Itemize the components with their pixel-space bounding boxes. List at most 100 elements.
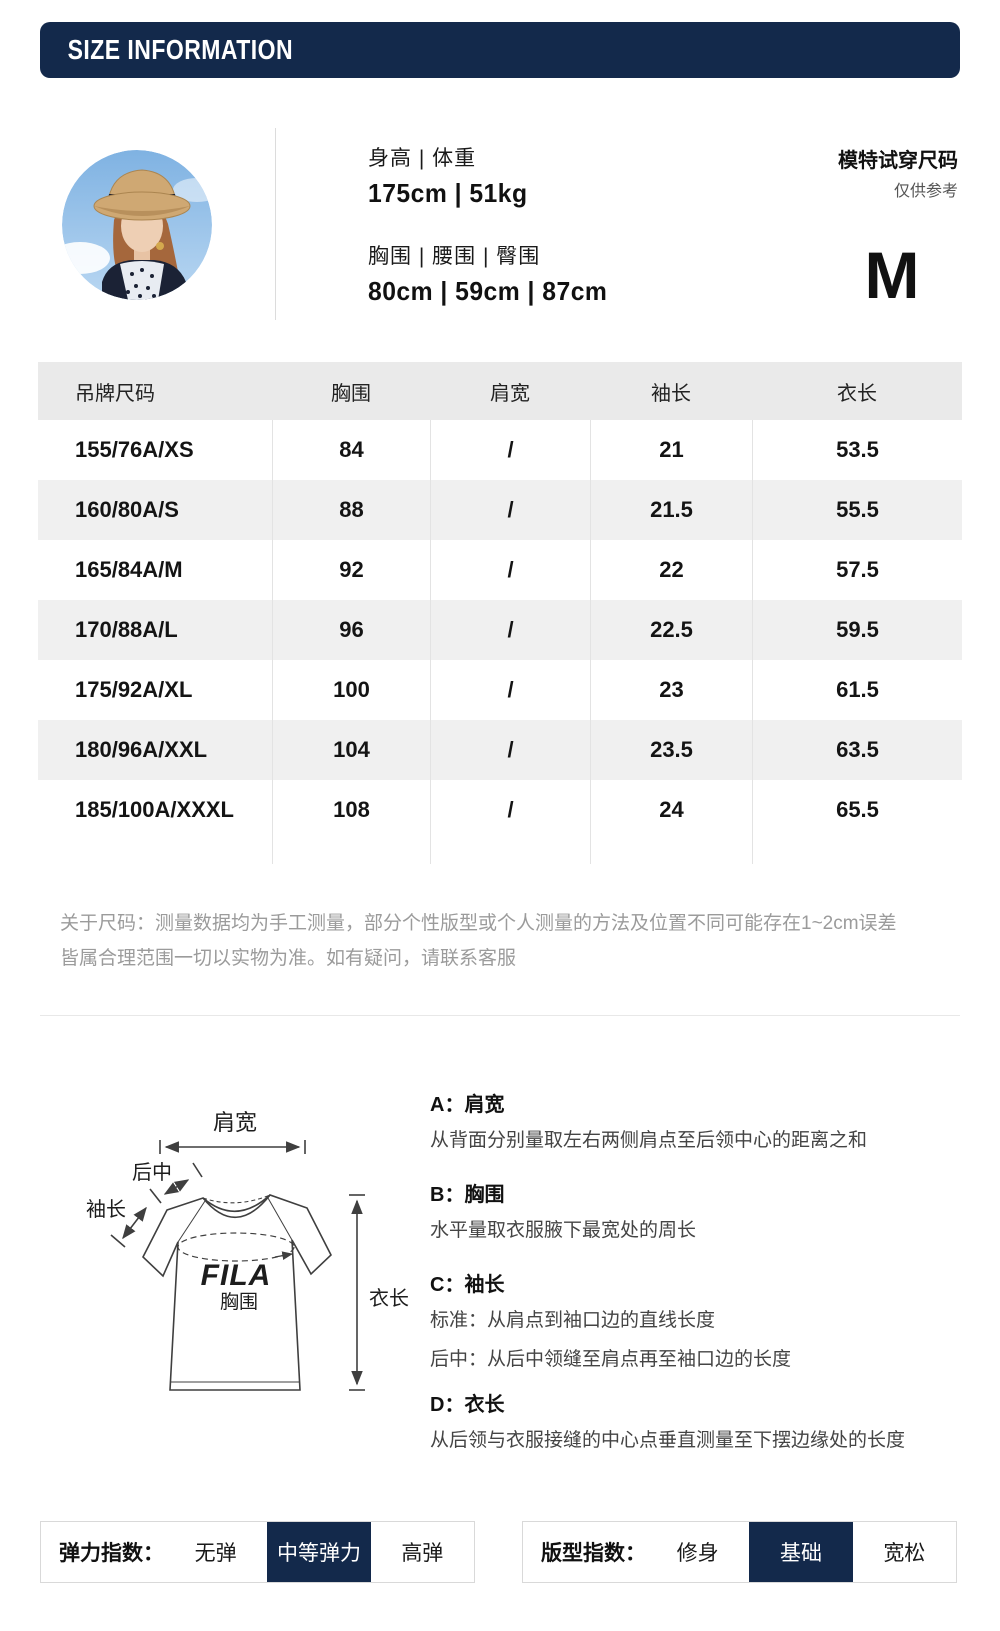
elasticity-index-label: 弹力指数： [59, 1542, 164, 1565]
elasticity-option-medium-selected[interactable]: 中等弹力 [267, 1522, 371, 1582]
cell-shoulder: / [430, 720, 590, 780]
cell-length: 61.5 [752, 660, 962, 720]
cell-chest: 88 [272, 480, 430, 540]
table-row: 160/80A/S 88 / 21.5 55.5 [38, 480, 962, 540]
cell-chest: 84 [272, 420, 430, 480]
table-row: 165/84A/M 92 / 22 57.5 [38, 540, 962, 600]
cell-sleeve: 23 [590, 660, 752, 720]
cell-sleeve: 21 [590, 420, 752, 480]
cell-shoulder: / [430, 540, 590, 600]
cell-shoulder: / [430, 420, 590, 480]
cell-shoulder: / [430, 660, 590, 720]
guide-item-chest: B：胸围 水平量取衣服腋下最宽处的周长 [430, 1178, 970, 1246]
cell-sleeve: 22.5 [590, 600, 752, 660]
col-header: 衣长 [837, 382, 877, 405]
size-disclaimer-line2: 皆属合理范围一切以实物为准。如有疑问，请联系客服 [60, 948, 517, 969]
cell-size: 160/80A/S [75, 497, 179, 522]
stat-label: 胸围 | 腰围 | 臀围 [368, 245, 541, 268]
cell-size: 165/84A/M [75, 557, 183, 582]
guide-title: C：袖长 [430, 1274, 505, 1296]
tshirt-diagram-svg: 肩宽 后中 袖长 衣长 FILA 胸围 [86, 1110, 409, 1391]
cell-chest: 104 [272, 720, 430, 780]
stat-label: 身高 | 体重 [368, 147, 477, 170]
cell-chest: 108 [272, 780, 430, 840]
fit-option-basic-selected[interactable]: 基础 [749, 1522, 853, 1582]
fit-index-group: 版型指数： 修身 基础 宽松 [522, 1521, 957, 1583]
stat-height-weight: 身高 | 体重 175cm | 51kg [368, 142, 536, 209]
cell-length: 65.5 [752, 780, 962, 840]
spacer-cell [272, 840, 430, 864]
table-footer-spacer [38, 840, 962, 864]
diagram-label-back-center: 后中 [132, 1161, 172, 1184]
cell-sleeve: 21.5 [590, 480, 752, 540]
cell-chest: 100 [272, 660, 430, 720]
cell-size: 155/76A/XS [75, 437, 194, 462]
cell-sleeve: 24 [590, 780, 752, 840]
section-divider [40, 1015, 960, 1016]
table-row: 175/92A/XL 100 / 23 61.5 [38, 660, 962, 720]
cell-size: 175/92A/XL [75, 677, 193, 702]
elasticity-option-high[interactable]: 高弹 [401, 1542, 444, 1565]
cell-length: 55.5 [752, 480, 962, 540]
guide-line: 水平量取衣服腋下最宽处的周长 [430, 1220, 697, 1241]
model-section-divider [275, 128, 276, 320]
fit-option-slim[interactable]: 修身 [676, 1542, 719, 1565]
section-header-bar: SIZE INFORMATION [40, 22, 960, 78]
table-row: 185/100A/XXXL 108 / 24 65.5 [38, 780, 962, 840]
guide-item-shoulder: A：肩宽 从背面分别量取左右两侧肩点至后领中心的距离之和 [430, 1088, 970, 1156]
spacer-cell [752, 840, 962, 864]
cell-chest: 96 [272, 600, 430, 660]
size-table-header-row: 吊牌尺码 胸围 肩宽 袖长 衣长 [38, 362, 962, 420]
spacer-cell [430, 840, 590, 864]
table-row: 180/96A/XXL 104 / 23.5 63.5 [38, 720, 962, 780]
guide-title: A：肩宽 [430, 1094, 505, 1116]
model-fit-note: 仅供参考 [893, 183, 958, 200]
stat-value: 80cm | 59cm | 87cm [368, 276, 608, 306]
cell-length: 57.5 [752, 540, 962, 600]
model-fit-size-badge: M [864, 238, 920, 312]
spacer-cell [38, 840, 272, 864]
fila-logo: FILA [201, 1259, 272, 1292]
elasticity-option-none[interactable]: 无弹 [194, 1542, 237, 1565]
guide-item-sleeve: C：袖长 标准：从肩点到袖口边的直线长度 后中：从后中领缝至肩点再至袖口边的长度 [430, 1268, 970, 1375]
diagram-label-shoulder: 肩宽 [213, 1110, 257, 1135]
model-avatar [62, 150, 212, 300]
size-disclaimer-line1: 关于尺码：测量数据均为手工测量，部分个性版型或个人测量的方法及位置不同可能存在1… [60, 913, 897, 934]
diagram-label-chest: 胸围 [220, 1291, 258, 1313]
tshirt-measure-diagram: 肩宽 后中 袖长 衣长 FILA 胸围 [50, 1095, 430, 1420]
cell-size: 180/96A/XXL [75, 737, 208, 762]
cell-size: 170/88A/L [75, 617, 178, 642]
table-row: 170/88A/L 96 / 22.5 59.5 [38, 600, 962, 660]
stat-bust-waist-hip: 胸围 | 腰围 | 臀围 80cm | 59cm | 87cm [368, 240, 620, 307]
stat-value: 175cm | 51kg [368, 178, 528, 208]
guide-title: B：胸围 [430, 1184, 505, 1206]
cell-shoulder: / [430, 480, 590, 540]
elasticity-index-group: 弹力指数： 无弹 中等弹力 高弹 [40, 1521, 475, 1583]
model-photo-illustration [62, 150, 212, 300]
table-row: 155/76A/XS 84 / 21 53.5 [38, 420, 962, 480]
cell-shoulder: / [430, 600, 590, 660]
guide-line: 从背面分别量取左右两侧肩点至后领中心的距离之和 [430, 1130, 868, 1151]
col-header: 袖长 [651, 382, 691, 405]
guide-line: 从后领与衣服接缝的中心点垂直测量至下摆边缘处的长度 [430, 1430, 906, 1451]
diagram-label-sleeve: 袖长 [86, 1198, 126, 1221]
cell-size: 185/100A/XXXL [75, 797, 234, 822]
fit-index-label: 版型指数： [541, 1542, 646, 1565]
cell-length: 59.5 [752, 600, 962, 660]
cell-shoulder: / [430, 780, 590, 840]
guide-line: 后中：从后中领缝至肩点再至袖口边的长度 [430, 1349, 792, 1370]
guide-item-length: D：衣长 从后领与衣服接缝的中心点垂直测量至下摆边缘处的长度 [430, 1388, 970, 1456]
size-table: 吊牌尺码 胸围 肩宽 袖长 衣长 155/76A/XS 84 / 21 53.5… [38, 362, 962, 864]
col-header: 胸围 [331, 382, 371, 405]
cell-sleeve: 22 [590, 540, 752, 600]
guide-title: D：衣长 [430, 1394, 505, 1416]
cell-chest: 92 [272, 540, 430, 600]
cell-sleeve: 23.5 [590, 720, 752, 780]
cell-length: 63.5 [752, 720, 962, 780]
diagram-label-length: 衣长 [369, 1287, 409, 1310]
size-disclaimer: 关于尺码：测量数据均为手工测量，部分个性版型或个人测量的方法及位置不同可能存在1… [60, 906, 940, 976]
guide-line: 标准：从肩点到袖口边的直线长度 [430, 1310, 716, 1331]
page-title: SIZE INFORMATION [67, 33, 294, 66]
fit-option-loose[interactable]: 宽松 [883, 1542, 926, 1565]
col-header: 肩宽 [490, 382, 530, 405]
